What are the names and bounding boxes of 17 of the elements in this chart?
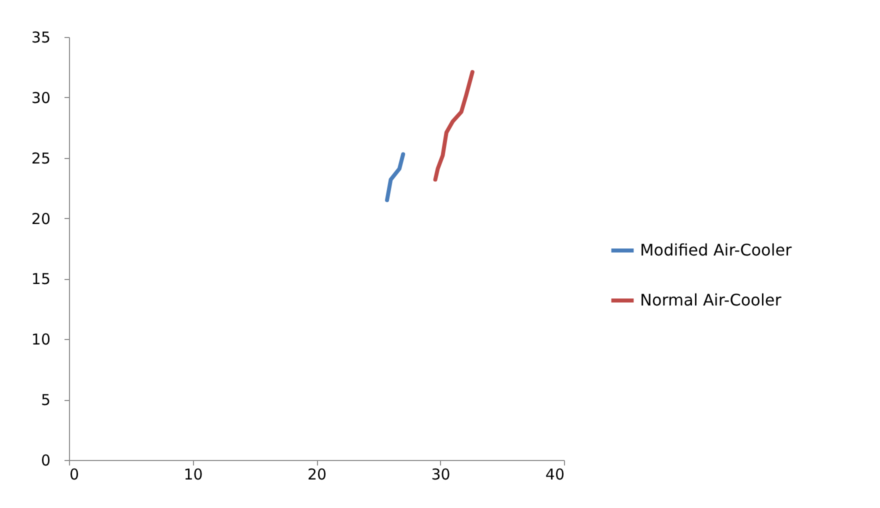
y-tick-label: 0 xyxy=(40,452,50,470)
y-tick-label: 25 xyxy=(31,149,50,168)
x-tick-label: 0 xyxy=(70,466,80,484)
y-tick-label: 30 xyxy=(31,88,50,107)
x-tick-label: 30 xyxy=(431,466,450,484)
legend-label: Normal Air-Cooler xyxy=(640,290,782,310)
legend-label: Modified Air-Cooler xyxy=(640,240,792,260)
x-tick-label: 20 xyxy=(307,466,327,484)
y-tick-label: 35 xyxy=(31,28,50,46)
y-tick-label: 20 xyxy=(31,210,50,228)
x-tick-label: 10 xyxy=(184,466,203,484)
line-series xyxy=(433,70,474,182)
x-tick-label: 40 xyxy=(545,466,564,484)
y-tick-label: 15 xyxy=(31,270,50,288)
y-tick-label: 10 xyxy=(31,330,50,349)
y-tick-label: 5 xyxy=(40,391,50,410)
line-series xyxy=(385,152,406,202)
